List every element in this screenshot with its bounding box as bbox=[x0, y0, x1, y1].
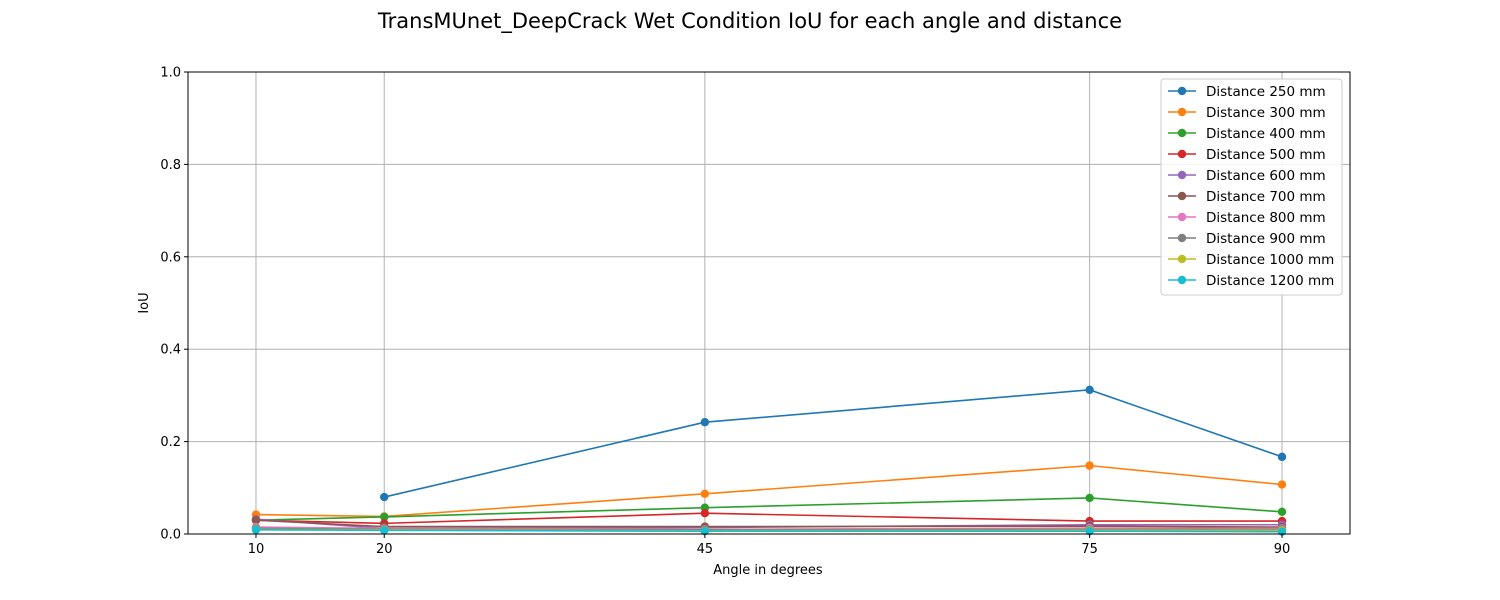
legend-label: Distance 500 mm bbox=[1206, 147, 1326, 163]
legend-label: Distance 400 mm bbox=[1206, 126, 1326, 142]
legend-marker bbox=[1177, 128, 1187, 138]
legend-marker bbox=[1177, 191, 1187, 201]
legend-label: Distance 900 mm bbox=[1206, 231, 1326, 247]
legend-marker bbox=[1177, 212, 1187, 222]
data-point bbox=[700, 509, 710, 518]
chart-title: TransMUnet_DeepCrack Wet Condition IoU f… bbox=[377, 9, 1122, 34]
series-line bbox=[255, 497, 1283, 521]
legend-marker bbox=[1177, 254, 1187, 264]
legend-entry: Distance 800 mm bbox=[1168, 210, 1326, 226]
legend-entry: Distance 300 mm bbox=[1168, 105, 1326, 121]
data-point bbox=[1277, 452, 1287, 462]
legend-entry: Distance 900 mm bbox=[1168, 231, 1326, 247]
legend-box bbox=[1160, 78, 1343, 296]
series-layer bbox=[251, 385, 1287, 536]
x-axis-ticks: 10 20 45 75 90 bbox=[248, 534, 1291, 557]
legend-label: Distance 250 mm bbox=[1206, 84, 1326, 100]
legend-label: Distance 1200 mm bbox=[1206, 273, 1334, 289]
series-3 bbox=[251, 493, 1287, 525]
data-point bbox=[700, 527, 710, 536]
legend: Distance 250 mm Distance 300 mm Distance 4… bbox=[1160, 78, 1343, 296]
legend-marker bbox=[1177, 233, 1187, 243]
x-tick-label: 20 bbox=[376, 542, 393, 557]
legend-marker bbox=[1177, 170, 1187, 180]
series-1 bbox=[380, 385, 1287, 502]
y-tick-label: 0.2 bbox=[160, 435, 181, 450]
legend-entry: Distance 250 mm bbox=[1168, 84, 1326, 100]
y-axis-label: IoU bbox=[137, 292, 152, 313]
data-point bbox=[1085, 527, 1094, 536]
y-axis-ticks: 0.0 0.2 0.4 0.6 0.8 1.0 bbox=[160, 66, 188, 543]
legend-label: Distance 800 mm bbox=[1206, 210, 1326, 226]
legend-marker bbox=[1177, 149, 1187, 159]
plot-frame bbox=[187, 71, 1351, 535]
y-tick-label: 0.4 bbox=[160, 343, 181, 358]
y-tick-label: 0.6 bbox=[160, 250, 181, 265]
data-point bbox=[1277, 480, 1287, 489]
y-tick-label: 0.8 bbox=[160, 158, 181, 173]
legend-entry: Distance 500 mm bbox=[1168, 147, 1326, 163]
y-tick-label: 0.0 bbox=[160, 528, 181, 543]
x-tick-label: 45 bbox=[697, 542, 714, 557]
data-point bbox=[700, 489, 710, 499]
legend-label: Distance 1000 mm bbox=[1206, 252, 1334, 268]
legend-label: Distance 300 mm bbox=[1206, 105, 1326, 121]
data-point bbox=[1085, 461, 1094, 470]
data-point bbox=[700, 417, 710, 427]
data-point bbox=[380, 512, 389, 522]
data-point bbox=[380, 526, 389, 535]
series-line bbox=[384, 389, 1283, 498]
legend-marker bbox=[1177, 107, 1187, 117]
x-tick-label: 75 bbox=[1081, 542, 1098, 557]
data-point bbox=[1277, 507, 1287, 517]
y-tick-label: 1.0 bbox=[160, 66, 181, 81]
x-tick-label: 10 bbox=[248, 542, 265, 557]
legend-entry: Distance 1200 mm bbox=[1168, 273, 1334, 289]
x-axis-label: Angle in degrees bbox=[713, 563, 823, 578]
x-tick-label: 90 bbox=[1274, 542, 1291, 557]
legend-entry: Distance 400 mm bbox=[1168, 126, 1326, 142]
legend-label: Distance 600 mm bbox=[1206, 168, 1326, 184]
legend-entry: Distance 1000 mm bbox=[1168, 252, 1334, 268]
data-point bbox=[1085, 493, 1094, 503]
data-point bbox=[1085, 385, 1094, 395]
data-point bbox=[251, 515, 261, 525]
data-point bbox=[251, 525, 261, 535]
legend-entry: Distance 600 mm bbox=[1168, 168, 1326, 184]
legend-entry: Distance 700 mm bbox=[1168, 189, 1326, 205]
legend-label: Distance 700 mm bbox=[1206, 189, 1326, 205]
legend-marker bbox=[1177, 275, 1187, 285]
legend-marker bbox=[1177, 86, 1187, 96]
data-point bbox=[380, 492, 389, 502]
